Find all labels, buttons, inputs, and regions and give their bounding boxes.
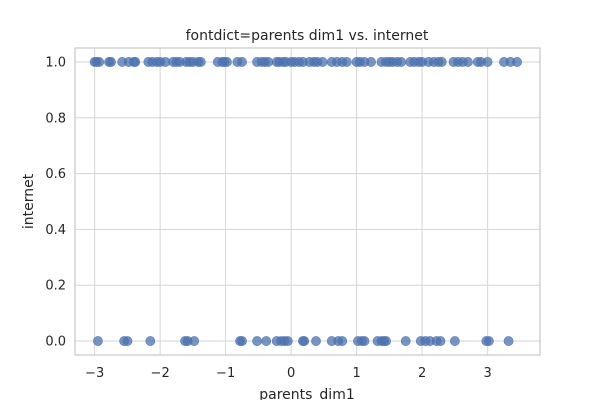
x-tick-label: −1 bbox=[216, 366, 235, 381]
y-tick-label: 0.4 bbox=[45, 223, 66, 238]
data-point bbox=[463, 57, 473, 67]
data-point bbox=[189, 336, 200, 346]
data-point bbox=[130, 57, 141, 67]
y-tick-label: 0.6 bbox=[45, 167, 66, 182]
data-point bbox=[261, 336, 272, 346]
x-tick-label: 1 bbox=[352, 366, 360, 381]
data-point bbox=[195, 57, 206, 67]
data-point bbox=[341, 57, 352, 67]
data-point bbox=[366, 57, 376, 67]
data-point bbox=[106, 57, 116, 67]
data-point bbox=[282, 336, 293, 346]
chart-title: fontdict=parents dim1 vs. internet bbox=[186, 28, 429, 44]
data-point bbox=[93, 336, 103, 346]
data-point bbox=[400, 336, 411, 346]
x-tick-label: 2 bbox=[418, 366, 426, 381]
plot-frame bbox=[74, 47, 541, 356]
points-layer bbox=[89, 57, 522, 346]
y-tick-label: 0.8 bbox=[45, 111, 66, 126]
x-tick-label: 0 bbox=[287, 366, 295, 381]
x-tick-label: −2 bbox=[151, 366, 170, 381]
data-point bbox=[482, 57, 493, 67]
data-point bbox=[94, 57, 105, 67]
ticks-layer: −3 −2 −1 0 1 2 3 0.0 0.2 0.4 0.6 0.8 1.0 bbox=[45, 55, 491, 381]
data-point bbox=[449, 336, 460, 346]
data-point bbox=[237, 57, 247, 67]
data-point bbox=[263, 57, 274, 67]
x-tick-label: −3 bbox=[85, 366, 104, 381]
y-tick-label: 1.0 bbox=[45, 55, 66, 70]
data-point bbox=[396, 57, 407, 67]
data-point bbox=[237, 336, 247, 346]
grid-layer bbox=[75, 48, 540, 355]
data-point bbox=[311, 336, 321, 346]
data-point bbox=[299, 336, 310, 346]
data-point bbox=[122, 336, 133, 346]
y-axis-label: internet bbox=[21, 173, 37, 229]
y-tick-label: 0.2 bbox=[45, 279, 66, 294]
data-point bbox=[252, 336, 262, 346]
data-point bbox=[317, 57, 328, 67]
data-point bbox=[337, 336, 348, 346]
data-point bbox=[381, 336, 391, 346]
data-point bbox=[222, 57, 232, 67]
data-point bbox=[145, 336, 156, 346]
data-point bbox=[359, 336, 370, 346]
data-point bbox=[484, 336, 494, 346]
x-axis-label: parents_dim1 bbox=[259, 387, 355, 400]
data-point bbox=[512, 57, 522, 67]
data-point bbox=[435, 336, 446, 346]
data-point bbox=[436, 57, 447, 67]
y-tick-label: 0.0 bbox=[45, 335, 66, 350]
data-point bbox=[503, 336, 514, 346]
x-tick-label: 3 bbox=[483, 366, 491, 381]
